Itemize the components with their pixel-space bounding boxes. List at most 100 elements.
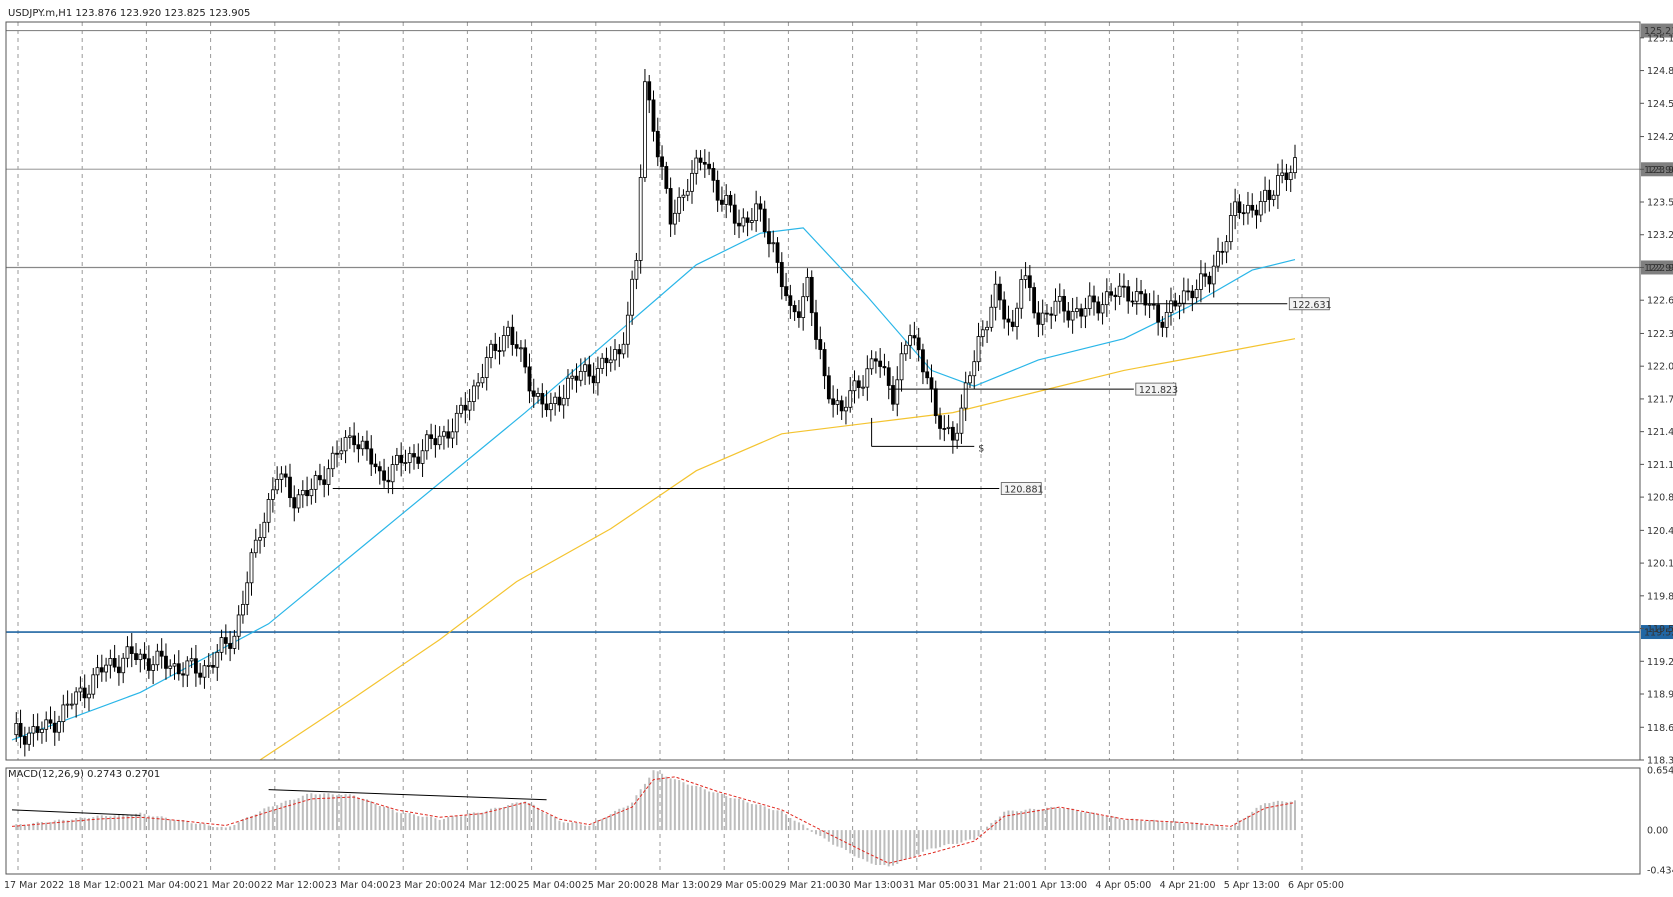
macd-bar	[746, 802, 749, 831]
candle-body	[300, 489, 305, 496]
price-label: 122.350	[1647, 329, 1673, 340]
macd-bar	[472, 812, 475, 831]
price-label: 121.110	[1647, 460, 1673, 471]
macd-bar	[1084, 812, 1087, 831]
candle-body	[155, 650, 160, 666]
candle-body	[685, 190, 690, 196]
candle-body	[480, 377, 485, 384]
macd-bar	[661, 773, 664, 831]
macd-bar	[639, 789, 642, 831]
candle-body	[309, 488, 314, 497]
candle-body	[330, 452, 335, 470]
segment-label: 121.823	[1139, 385, 1178, 396]
candle-body	[779, 262, 784, 288]
candle-body	[501, 335, 506, 352]
candle-body	[219, 637, 224, 653]
candle-body	[52, 722, 57, 733]
candle-body	[848, 390, 853, 408]
candle-body	[48, 719, 53, 724]
macd-bar	[229, 826, 232, 831]
candle-body	[275, 479, 280, 491]
macd-bar	[117, 814, 120, 831]
macd-bar	[802, 824, 805, 831]
candle-body	[18, 722, 23, 737]
candle-body	[394, 454, 399, 465]
macd-bar	[605, 817, 608, 831]
candle-body	[1062, 295, 1066, 312]
candle-body	[531, 390, 536, 397]
macd-bar	[45, 822, 48, 831]
candle-body	[583, 364, 587, 372]
macd-bar	[489, 808, 492, 831]
candle-body	[283, 473, 288, 478]
candle-body	[891, 385, 895, 405]
level-tag	[1641, 625, 1673, 640]
candle-body	[886, 367, 891, 386]
macd-bar	[49, 822, 52, 831]
macd-bar	[288, 799, 291, 831]
candle-body	[215, 651, 220, 668]
candle-body	[634, 260, 639, 280]
macd-bar	[1229, 827, 1232, 831]
macd-bar	[1221, 826, 1224, 831]
candle-body	[921, 349, 925, 373]
candle-body	[694, 157, 699, 174]
macd-bar	[147, 815, 150, 831]
macd-signal-line	[11, 776, 1296, 864]
candle-body	[822, 349, 827, 377]
candle-body	[980, 329, 985, 337]
candle-body	[1156, 304, 1161, 323]
candle-body	[288, 476, 292, 499]
candle-body	[1280, 172, 1285, 176]
segment-levels[interactable]: 120.881 121.823 122.631 $	[332, 297, 1332, 496]
macd-bar	[528, 803, 531, 831]
candle-body	[510, 326, 515, 345]
macd-bar	[793, 820, 796, 831]
macd-bar	[545, 814, 548, 831]
macd-bar	[652, 770, 655, 831]
macd-bar	[327, 793, 330, 831]
macd-bar	[1255, 807, 1258, 831]
macd-bar	[246, 817, 249, 831]
macd-bar	[19, 824, 22, 831]
macd-bar	[413, 814, 416, 831]
time-label: 30 Mar 13:00	[839, 880, 902, 891]
macd-bar	[891, 830, 894, 866]
macd-bar	[220, 826, 223, 831]
candle-body	[809, 276, 814, 314]
candle-body	[630, 278, 635, 316]
macd-bar	[481, 812, 484, 831]
macd-bar	[83, 817, 86, 831]
macd-bar	[485, 810, 488, 831]
macd-bar	[425, 816, 428, 831]
macd-bar	[1251, 811, 1254, 831]
candle-body	[707, 163, 711, 169]
macd-bar	[857, 830, 860, 858]
macd-bar	[1114, 816, 1117, 831]
candle-body	[762, 208, 767, 233]
macd-bar	[789, 818, 792, 831]
candle-body	[655, 130, 660, 158]
macd-bar	[703, 789, 706, 831]
candle-body	[176, 663, 181, 675]
macd-bar	[1063, 808, 1066, 831]
horizontal-levels[interactable]: 125.219 123.905 122.975 119.522	[6, 23, 1673, 640]
macd-bar	[100, 815, 103, 831]
macd-bar	[519, 802, 522, 831]
candle-body	[305, 489, 309, 497]
candle-body	[40, 728, 44, 733]
candle-body	[933, 388, 938, 417]
macd-bar	[622, 807, 625, 831]
macd-bar	[558, 820, 561, 831]
candle-body	[600, 357, 605, 369]
candle-body	[899, 353, 904, 381]
candle-body	[587, 364, 592, 377]
macd-bar	[998, 816, 1001, 831]
macd-bar	[738, 798, 741, 831]
candle-body	[467, 401, 472, 411]
macd-bar	[763, 806, 766, 831]
macd-bar	[596, 820, 599, 831]
candle-body	[407, 453, 412, 463]
macd-bar	[1033, 808, 1036, 831]
candle-body	[31, 726, 36, 734]
